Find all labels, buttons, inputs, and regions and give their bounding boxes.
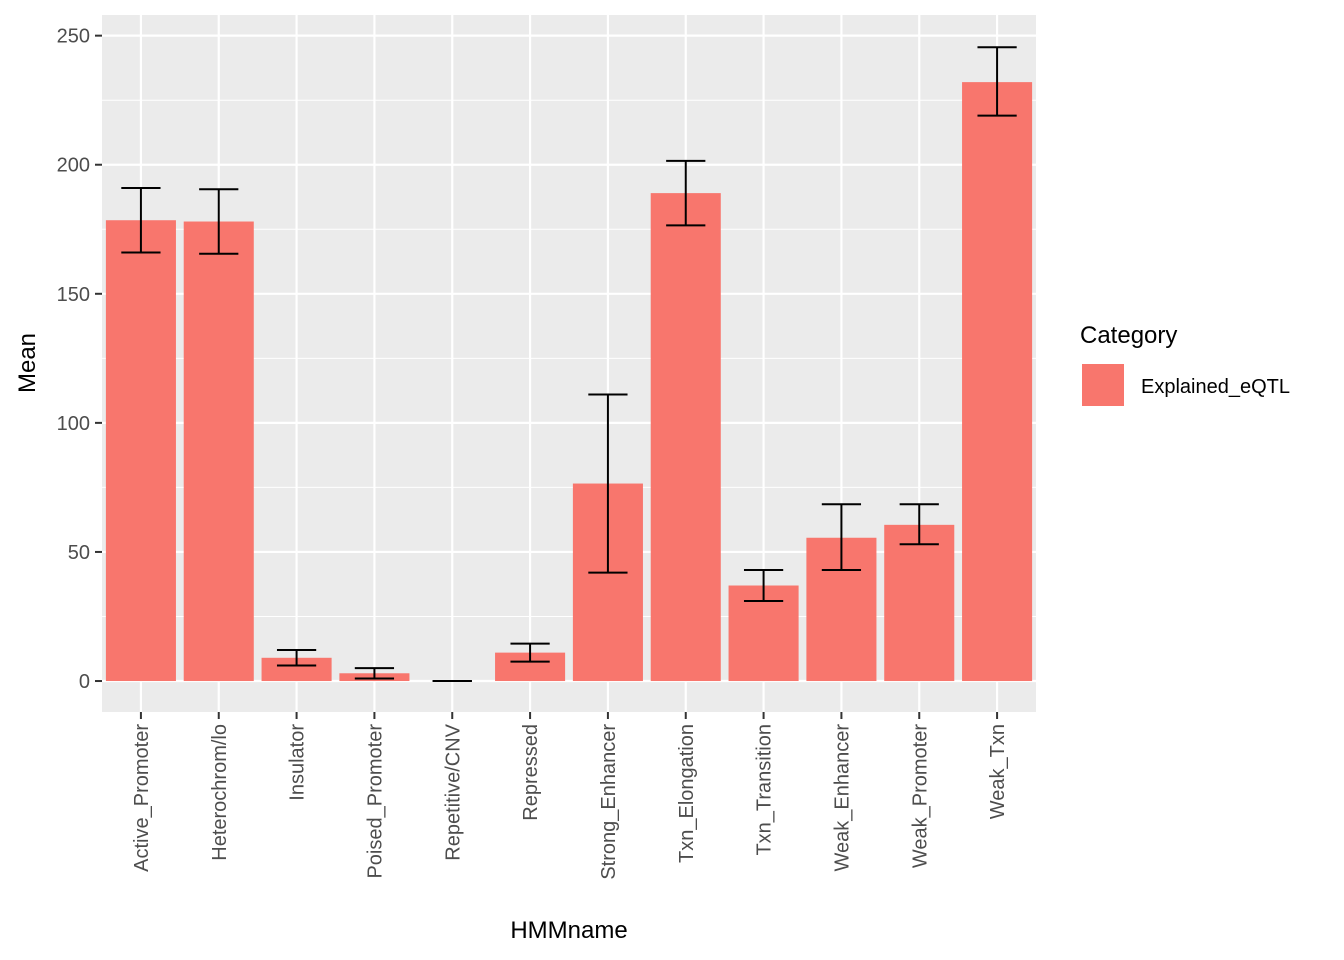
y-tick-label: 150 bbox=[57, 284, 90, 306]
x-tick-label: Active_Promoter bbox=[131, 724, 153, 872]
x-tick-label: Weak_Txn bbox=[987, 724, 1009, 819]
errorbar-weak-promoter bbox=[899, 503, 939, 546]
legend-title: Category bbox=[1080, 322, 1177, 349]
x-tick-label: Weak_Enhancer bbox=[831, 724, 853, 872]
bar-weak-promoter bbox=[884, 524, 955, 682]
bar-insulator bbox=[261, 657, 332, 682]
bars bbox=[105, 82, 1033, 682]
errorbar-txn-transition bbox=[743, 569, 784, 602]
errorbar-txn-elongation bbox=[666, 159, 706, 227]
errorbar-repressed bbox=[510, 642, 550, 663]
bar-heterochrom-lo bbox=[183, 221, 254, 682]
y-tick-label: 50 bbox=[68, 542, 90, 564]
x-tick-label: Strong_Enhancer bbox=[598, 724, 620, 880]
legend: Category Explained_eQTL bbox=[1080, 322, 1290, 406]
x-tick-label: Insulator bbox=[287, 724, 309, 801]
errorbar-active-promoter bbox=[121, 186, 161, 254]
errorbar-weak-txn bbox=[977, 46, 1017, 117]
x-tick-label: Repetitive/CNV bbox=[442, 723, 464, 860]
y-tick-label: 0 bbox=[79, 671, 90, 693]
x-tick-label: Weak_Promoter bbox=[909, 724, 931, 868]
y-tick-label: 100 bbox=[57, 413, 90, 435]
errorbar-heterochrom-lo bbox=[199, 188, 239, 255]
bar-active-promoter bbox=[105, 220, 176, 682]
minor-gridlines bbox=[102, 99, 1036, 617]
legend-label-explained-eqtl: Explained_eQTL bbox=[1141, 376, 1290, 398]
errorbar-weak-enhancer bbox=[821, 503, 862, 572]
error-bars bbox=[121, 46, 1017, 683]
legend-key-explained-eqtl bbox=[1082, 364, 1124, 406]
plot-panel bbox=[102, 15, 1036, 712]
errorbar-strong-enhancer bbox=[588, 393, 628, 574]
x-tick-label: Txn_Elongation bbox=[676, 724, 698, 863]
y-axis: 0 50 100 150 200 250 bbox=[57, 26, 102, 693]
errorbar-poised-promoter bbox=[354, 667, 395, 680]
x-tick-label: Heterochrom/lo bbox=[209, 724, 231, 861]
x-axis-title: HMMname bbox=[510, 917, 627, 944]
errorbar-insulator bbox=[276, 649, 317, 667]
y-tick-label: 200 bbox=[57, 155, 90, 177]
bar-weak-txn bbox=[962, 82, 1033, 682]
x-axis: Active_Promoter Heterochrom/lo Insulator Po… bbox=[131, 712, 1009, 880]
x-tick-label: Repressed bbox=[520, 724, 542, 821]
x-tick-label: Poised_Promoter bbox=[364, 724, 386, 879]
x-tick-label: Txn_Transition bbox=[754, 724, 776, 856]
y-axis-title: Mean bbox=[14, 333, 41, 393]
y-tick-label: 250 bbox=[57, 26, 90, 48]
bar-txn-elongation bbox=[650, 193, 721, 682]
